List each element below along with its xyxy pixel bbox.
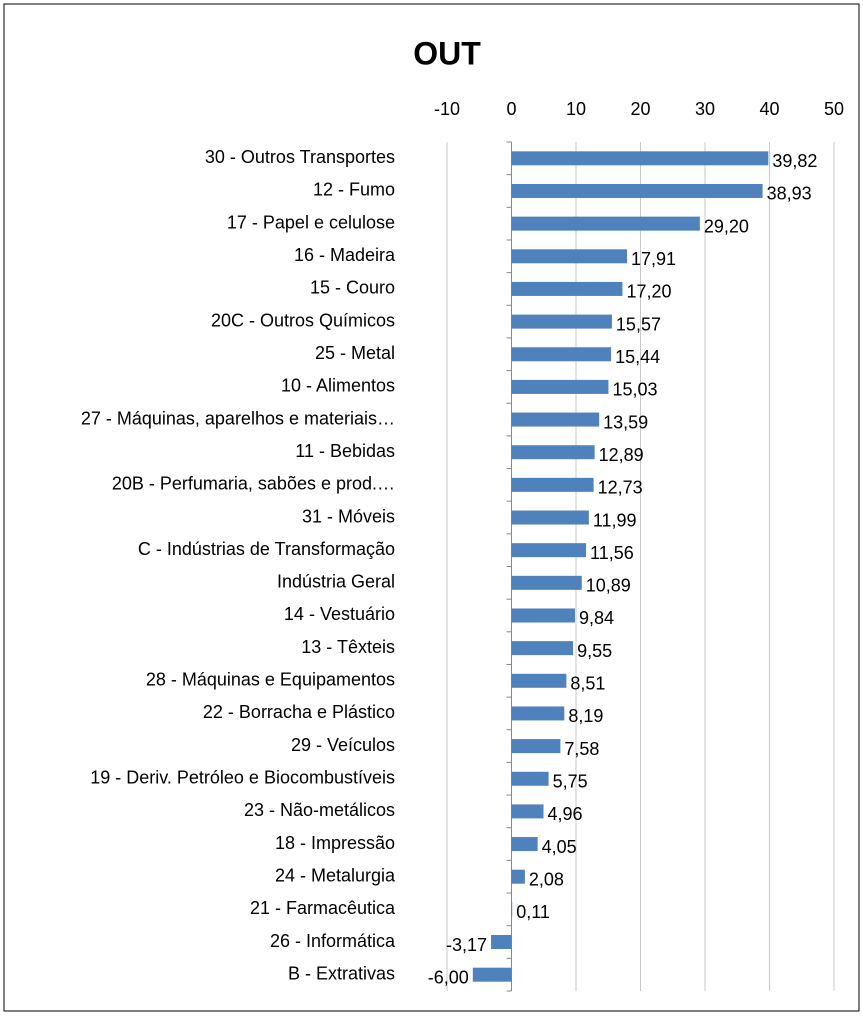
bar	[511, 216, 700, 231]
value-label: 4,05	[542, 837, 577, 857]
bar	[511, 183, 763, 198]
y-tick-label: 19 - Deriv. Petróleo e Biocombustíveis	[90, 768, 395, 788]
y-tick-label: 11 - Bebidas	[295, 441, 395, 461]
bar	[511, 706, 565, 721]
y-tick-label: 26 - Informática	[270, 931, 396, 951]
x-tick-label: 30	[695, 99, 715, 119]
value-label: 17,20	[626, 282, 671, 302]
y-tick-label: 29 - Veículos	[291, 735, 395, 755]
bar	[511, 575, 582, 590]
bar	[511, 151, 769, 166]
x-tick-label: -10	[434, 99, 460, 119]
y-tick-label: 28 - Máquinas e Equipamentos	[146, 670, 395, 690]
bar	[511, 804, 544, 819]
y-tick-label: 20B - Perfumaria, sabões e prod.…	[112, 474, 395, 494]
value-label: 8,19	[568, 706, 603, 726]
bar	[472, 967, 512, 982]
bar	[511, 543, 587, 558]
value-label: 5,75	[553, 772, 588, 792]
y-tick-label: 10 - Alimentos	[281, 376, 395, 396]
y-tick-label: B - Extrativas	[288, 963, 395, 983]
x-tick-label: 10	[566, 99, 586, 119]
bar	[511, 249, 628, 264]
y-tick-label: 16 - Madeira	[294, 245, 396, 265]
value-label: 9,55	[577, 641, 612, 661]
bar	[511, 771, 549, 786]
value-label: 2,08	[529, 869, 564, 889]
bar	[511, 379, 609, 394]
value-label: 11,99	[593, 510, 637, 530]
value-label: -3,17	[446, 935, 487, 955]
y-tick-label: 22 - Borracha e Plástico	[203, 702, 395, 722]
bar	[511, 837, 538, 852]
value-label: 0,11	[516, 902, 550, 922]
value-label: 38,93	[767, 184, 812, 204]
y-tick-label: 17 - Papel e celulose	[227, 212, 395, 232]
y-tick-label: 21 - Farmacêutica	[250, 898, 396, 918]
bar	[511, 477, 594, 492]
value-label: 11,56	[590, 543, 634, 563]
bar	[511, 347, 612, 362]
y-tick-label: 14 - Vestuário	[284, 604, 395, 624]
y-tick-label: 12 - Fumo	[313, 180, 395, 200]
bar	[511, 412, 600, 427]
y-tick-label: 23 - Não-metálicos	[244, 800, 395, 820]
y-tick-label: 30 - Outros Transportes	[205, 147, 395, 167]
value-label: 17,91	[631, 249, 676, 269]
y-tick-label: 15 - Couro	[310, 278, 395, 298]
value-label: 29,20	[704, 216, 749, 236]
value-label: 9,84	[579, 608, 614, 628]
y-tick-label: 31 - Móveis	[302, 506, 395, 526]
y-tick-label: 27 - Máquinas, aparelhos e materiais…	[81, 408, 395, 428]
bar	[511, 314, 612, 329]
value-label: 8,51	[570, 674, 605, 694]
bar	[511, 673, 567, 688]
value-label: 12,89	[599, 445, 644, 465]
value-label: -6,00	[428, 967, 469, 987]
value-label: 13,59	[603, 412, 648, 432]
value-label: 39,82	[772, 151, 817, 171]
y-tick-label: 18 - Impressão	[275, 833, 395, 853]
y-tick-label: 20C - Outros Químicos	[211, 310, 395, 330]
bar	[511, 510, 589, 525]
value-label: 15,57	[616, 314, 661, 334]
value-label: 12,73	[598, 478, 643, 498]
y-tick-label: 13 - Têxteis	[301, 637, 395, 657]
y-tick-label: C - Indústrias de Transformação	[138, 539, 395, 559]
bar	[491, 935, 512, 950]
bar	[511, 869, 525, 884]
bar	[511, 641, 574, 656]
bar	[511, 445, 595, 460]
chart-title: OUT	[413, 35, 481, 71]
x-tick-label: 50	[824, 99, 844, 119]
x-tick-label: 20	[630, 99, 650, 119]
value-label: 15,03	[612, 380, 657, 400]
bar	[511, 902, 513, 917]
value-label: 4,96	[547, 804, 582, 824]
x-tick-label: 0	[506, 99, 516, 119]
y-tick-label: Indústria Geral	[277, 572, 395, 592]
value-label: 10,89	[586, 576, 631, 596]
value-label: 15,44	[615, 347, 660, 367]
bar	[511, 608, 575, 623]
x-tick-label: 40	[759, 99, 779, 119]
y-tick-label: 24 - Metalurgia	[275, 865, 396, 885]
bar	[511, 281, 623, 296]
y-tick-label: 25 - Metal	[315, 343, 395, 363]
chart-border	[3, 3, 860, 1012]
bar	[511, 739, 561, 754]
value-label: 7,58	[564, 739, 599, 759]
